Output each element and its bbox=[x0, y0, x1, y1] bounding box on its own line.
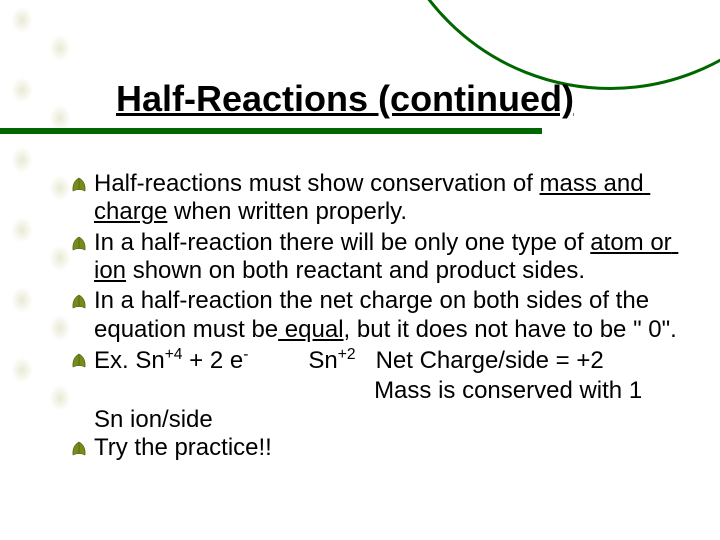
bullet-text: Ex. Sn+4 + 2 e- Sn+2 Net Charge/side = +… bbox=[94, 346, 604, 375]
leaf-bullet-icon bbox=[70, 176, 92, 199]
bullet-item: Try the practice!! bbox=[70, 434, 690, 463]
bullet-text: In a half-reaction the net charge on bot… bbox=[94, 287, 690, 344]
bullet-item: In a half-reaction there will be only on… bbox=[70, 229, 690, 286]
decorative-arc bbox=[380, 0, 720, 90]
slide-title: Half-Reactions (continued) bbox=[116, 78, 574, 120]
slide-body: Half-reactions must show conservation of… bbox=[70, 170, 690, 465]
bullet-text: In a half-reaction there will be only on… bbox=[94, 229, 690, 286]
leaf-bullet-icon bbox=[70, 293, 92, 316]
bullet-item: In a half-reaction the net charge on bot… bbox=[70, 287, 690, 344]
leaf-bullet-icon bbox=[70, 440, 92, 463]
bullet-text: Half-reactions must show conservation of… bbox=[94, 170, 690, 227]
bullet-continuation: Mass is conserved with 1 Sn ion/side bbox=[94, 377, 690, 434]
leaf-bullet-icon bbox=[70, 352, 92, 375]
bullet-text: Try the practice!! bbox=[94, 434, 272, 462]
leaf-bullet-icon bbox=[70, 235, 92, 258]
bullet-item: Half-reactions must show conservation of… bbox=[70, 170, 690, 227]
bullet-item: Ex. Sn+4 + 2 e- Sn+2 Net Charge/side = +… bbox=[70, 346, 690, 375]
title-underline-bar bbox=[0, 128, 542, 134]
